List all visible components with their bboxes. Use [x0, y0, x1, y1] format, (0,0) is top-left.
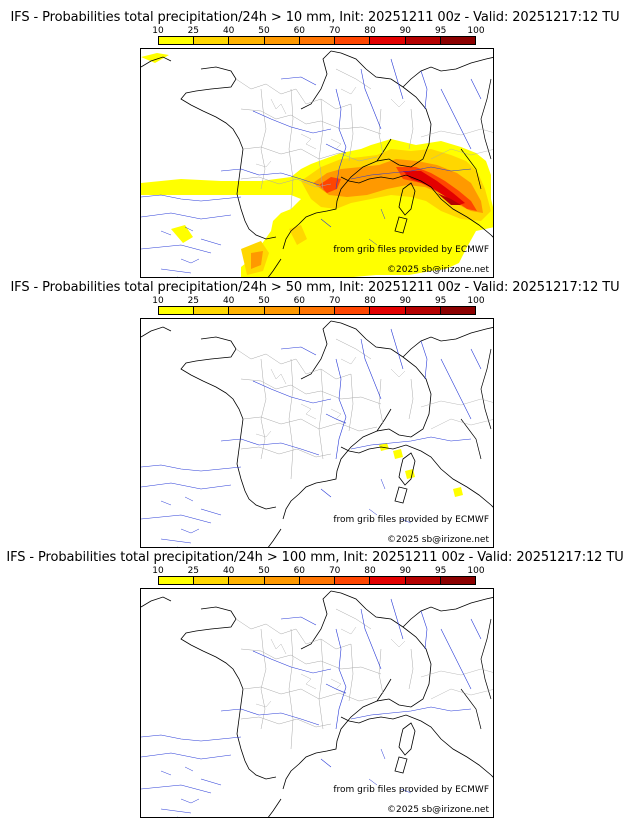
tick-label: 95 [434, 296, 447, 306]
tick-label: 50 [258, 26, 270, 36]
tick-label: 100 [467, 26, 485, 36]
colorbar-segment [335, 37, 371, 44]
tick-label: 40 [222, 296, 235, 306]
tick-label: 80 [364, 26, 376, 36]
colorbar-segment [405, 307, 441, 314]
tick-label: 90 [399, 566, 412, 576]
colorbar-segment [194, 37, 230, 44]
map-frame: from grib files provided by ECMWF ©2025 … [140, 48, 494, 278]
panel-100mm: IFS - Probabilities total precipitation/… [0, 540, 630, 818]
probability-map [141, 590, 493, 817]
probability-map [141, 320, 493, 547]
tick-label: 70 [328, 566, 341, 576]
tick-label: 25 [187, 26, 200, 36]
colorbar-segment [229, 37, 265, 44]
colorbar-segment [405, 37, 441, 44]
panel-title: IFS - Probabilities total precipitation/… [10, 280, 620, 295]
tick-label: 90 [399, 26, 412, 36]
colorbar-ticks: 10 25 40 50 60 70 80 90 95 100 [152, 26, 484, 36]
map-frame: from grib files provided by ECMWF ©2025 … [140, 318, 494, 548]
colorbar-segment [370, 307, 406, 314]
colorbar-segment [194, 307, 230, 314]
credit-source: from grib files provided by ECMWF [333, 785, 489, 795]
colorbar-segment [370, 577, 406, 584]
tick-label: 60 [293, 26, 306, 36]
probability-map [141, 50, 493, 277]
colorbar-segment [159, 307, 195, 314]
tick-label: 25 [187, 296, 200, 306]
colorbar-segment [335, 307, 371, 314]
tick-label: 10 [152, 26, 164, 36]
credit-copyright: ©2025 sb@irizone.net [387, 805, 489, 815]
colorbar-segment [264, 37, 300, 44]
colorbar [158, 36, 476, 45]
basemap [141, 590, 493, 817]
colorbar-segment [299, 307, 336, 314]
credit-source: from grib files provided by ECMWF [333, 515, 489, 525]
tick-label: 100 [467, 566, 485, 576]
tick-label: 40 [222, 566, 235, 576]
colorbar-segment [264, 577, 300, 584]
colorbar [158, 306, 476, 315]
prob-area-red [319, 177, 341, 193]
tick-label: 50 [258, 296, 270, 306]
colorbar-ticks: 10 25 40 50 60 70 80 90 95 100 [152, 296, 484, 306]
tick-label: 25 [187, 566, 200, 576]
colorbar-segment [440, 307, 475, 314]
tick-label: 60 [293, 296, 306, 306]
tick-label: 60 [293, 566, 306, 576]
tick-label: 95 [434, 566, 447, 576]
tick-label: 80 [364, 296, 376, 306]
colorbar-segment [299, 37, 336, 44]
tick-label: 40 [222, 26, 235, 36]
panel-50mm: IFS - Probabilities total precipitation/… [0, 270, 630, 548]
tick-label: 10 [152, 566, 164, 576]
credit-copyright: ©2025 sb@irizone.net [387, 265, 489, 275]
colorbar-segment [440, 37, 475, 44]
colorbar-segment [159, 577, 195, 584]
panel-10mm: IFS - Probabilities total precipitation/… [0, 0, 630, 278]
colorbar-segment [299, 577, 336, 584]
colorbar-segment [194, 577, 230, 584]
credit-copyright: ©2025 sb@irizone.net [387, 535, 489, 545]
colorbar-segment [440, 577, 475, 584]
tick-label: 80 [364, 566, 376, 576]
tick-label: 70 [328, 296, 341, 306]
panel-title: IFS - Probabilities total precipitation/… [10, 10, 620, 25]
prob-area-orange [313, 159, 483, 213]
tick-label: 95 [434, 26, 447, 36]
colorbar-segment [229, 577, 265, 584]
credit-source: from grib files provided by ECMWF [333, 245, 489, 255]
colorbar-segment [229, 307, 265, 314]
map-frame: from grib files provided by ECMWF ©2025 … [140, 588, 494, 818]
tick-label: 50 [258, 566, 270, 576]
colorbar-segment [335, 577, 371, 584]
tick-label: 70 [328, 26, 341, 36]
colorbar [158, 576, 476, 585]
prob-area-yellow [379, 443, 389, 451]
panel-title: IFS - Probabilities total precipitation/… [6, 550, 624, 565]
basemap [141, 320, 493, 547]
colorbar-segment [405, 577, 441, 584]
colorbar-segment [264, 307, 300, 314]
colorbar-ticks: 10 25 40 50 60 70 80 90 95 100 [152, 566, 484, 576]
tick-label: 100 [467, 296, 485, 306]
tick-label: 90 [399, 296, 412, 306]
colorbar-segment [159, 37, 195, 44]
colorbar-segment [370, 37, 406, 44]
tick-label: 10 [152, 296, 164, 306]
